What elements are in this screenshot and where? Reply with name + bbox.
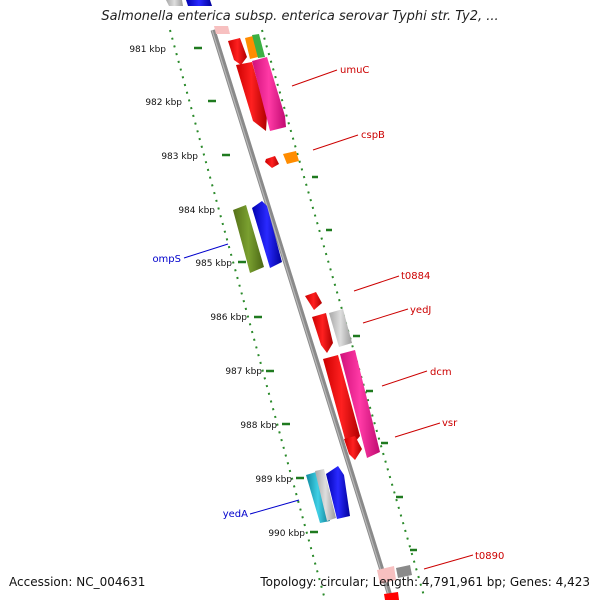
leader-t0890	[423, 554, 474, 570]
gene-vsr	[340, 350, 380, 458]
gene-cspB	[283, 151, 299, 164]
tick-label: 983 kbp	[161, 152, 198, 162]
gene-features-upper	[228, 34, 299, 168]
gene-red-yedJ	[312, 313, 333, 353]
backbone-highlight	[211, 29, 390, 597]
gene-label-yedA: yedA	[223, 509, 248, 520]
gene-label-vsr: vsr	[442, 418, 458, 429]
gene-label-dcm: dcm	[430, 367, 452, 378]
gene-dcm	[323, 355, 360, 447]
gene-features-middle	[305, 292, 380, 460]
genome-backbone	[210, 29, 393, 597]
tick-label: 985 kbp	[195, 259, 232, 269]
inner-dotted-ruler	[169, 29, 325, 597]
gene-red-small	[265, 156, 279, 168]
accession-label: Accession: NC_004631	[9, 575, 146, 589]
tick-label: 988 kbp	[240, 421, 277, 431]
leader-vsr	[394, 422, 441, 438]
tick-labels: 981 kbp 982 kbp 983 kbp 984 kbp 985 kbp …	[129, 45, 305, 539]
tick-label: 987 kbp	[225, 367, 262, 377]
tick-label: 981 kbp	[129, 45, 166, 55]
gene-cyan	[306, 472, 330, 523]
gene-t0890	[377, 566, 396, 584]
gene-gray-top	[166, 0, 183, 6]
gene-t0884	[305, 292, 322, 310]
gene-gray-small	[315, 469, 336, 521]
feature-bottom-edge	[377, 565, 412, 600]
gene-blue-top	[186, 0, 212, 6]
gene-ompS	[233, 205, 264, 273]
gene-yedA	[326, 466, 350, 519]
tick-label: 982 kbp	[145, 98, 182, 108]
gene-green	[252, 34, 265, 58]
genome-title: Salmonella enterica subsp. enterica sero…	[101, 9, 499, 24]
leader-yedJ	[362, 308, 409, 324]
gene-label-t0890: t0890	[475, 551, 504, 562]
feature-top-edge	[166, 0, 230, 34]
tick-label: 990 kbp	[268, 529, 305, 539]
gene-red-bottom	[344, 436, 362, 460]
gene-features-ompS	[233, 201, 282, 273]
tick-marks	[194, 46, 417, 552]
gene-red-long	[236, 62, 267, 131]
gene-label-yedJ: yedJ	[410, 305, 431, 316]
gene-red-bottom-edge	[384, 592, 399, 600]
leader-yedA	[249, 499, 300, 515]
tick-label: 989 kbp	[255, 475, 292, 485]
gene-blue-reverse	[252, 201, 282, 268]
leader-cspB	[312, 134, 359, 151]
gene-umuC	[252, 57, 286, 131]
gene-features-yedA	[306, 466, 350, 523]
tick-label: 986 kbp	[210, 313, 247, 323]
gene-orange	[245, 36, 258, 59]
leader-ompS	[183, 243, 229, 259]
leader-dcm	[381, 370, 428, 387]
leader-t0884	[353, 275, 400, 292]
gene-label-umuC: umuC	[340, 65, 369, 76]
genome-summary: Topology: circular; Length: 4,791,961 bp…	[260, 575, 590, 589]
gene-labels: umuC cspB ompS t0884 yedJ dcm vsr yedA t…	[152, 65, 504, 562]
tick-label: 984 kbp	[178, 206, 215, 216]
gene-gray-bottom	[396, 565, 412, 578]
gene-label-t0884: t0884	[401, 271, 430, 282]
leader-umuC	[291, 69, 338, 87]
gene-label-cspB: cspB	[361, 130, 385, 141]
gene-label-ompS: ompS	[152, 254, 181, 265]
gene-pink-top	[214, 26, 230, 34]
gene-yedJ	[329, 309, 352, 347]
gene-red-short	[228, 38, 247, 65]
leader-lines	[183, 69, 474, 570]
